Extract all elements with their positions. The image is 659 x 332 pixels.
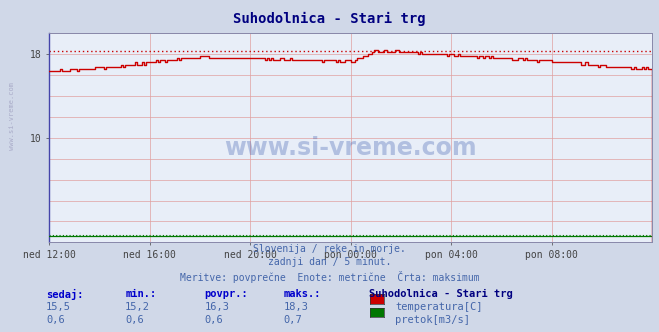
Text: 15,2: 15,2 bbox=[125, 302, 150, 312]
Text: zadnji dan / 5 minut.: zadnji dan / 5 minut. bbox=[268, 257, 391, 267]
Text: pretok[m3/s]: pretok[m3/s] bbox=[395, 315, 471, 325]
Text: povpr.:: povpr.: bbox=[204, 289, 248, 299]
Text: sedaj:: sedaj: bbox=[46, 289, 84, 300]
Text: 15,5: 15,5 bbox=[46, 302, 71, 312]
Text: 0,6: 0,6 bbox=[46, 315, 65, 325]
Text: 16,3: 16,3 bbox=[204, 302, 229, 312]
Text: www.si-vreme.com: www.si-vreme.com bbox=[225, 136, 477, 160]
Text: 0,6: 0,6 bbox=[125, 315, 144, 325]
Text: www.si-vreme.com: www.si-vreme.com bbox=[9, 82, 14, 150]
Text: 0,7: 0,7 bbox=[283, 315, 302, 325]
Text: Suhodolnica - Stari trg: Suhodolnica - Stari trg bbox=[369, 289, 513, 299]
Text: temperatura[C]: temperatura[C] bbox=[395, 302, 483, 312]
Text: 0,6: 0,6 bbox=[204, 315, 223, 325]
Text: maks.:: maks.: bbox=[283, 289, 321, 299]
Text: Slovenija / reke in morje.: Slovenija / reke in morje. bbox=[253, 244, 406, 254]
Text: min.:: min.: bbox=[125, 289, 156, 299]
Text: Meritve: povprečne  Enote: metrične  Črta: maksimum: Meritve: povprečne Enote: metrične Črta:… bbox=[180, 271, 479, 283]
Text: Suhodolnica - Stari trg: Suhodolnica - Stari trg bbox=[233, 12, 426, 26]
Text: 18,3: 18,3 bbox=[283, 302, 308, 312]
